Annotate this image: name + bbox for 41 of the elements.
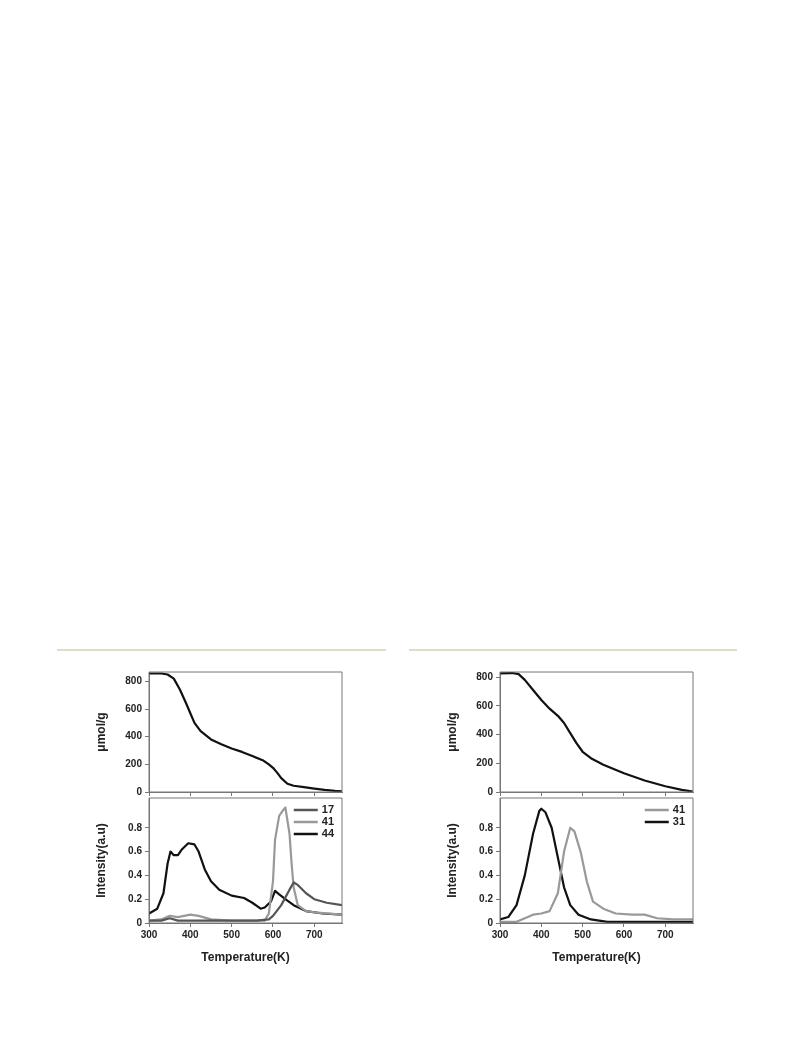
y-tick-label: 400: [125, 730, 143, 742]
y-axis-title: Intensity(a.u): [93, 823, 108, 898]
y-tick-label: 800: [125, 675, 143, 687]
y-tick-label: 0: [136, 916, 143, 928]
x-tick-label: 700: [305, 928, 324, 940]
y-axis-title: Intensity(a.u): [444, 823, 459, 898]
x-tick-label: 300: [491, 928, 509, 940]
legend-label: 44: [321, 827, 335, 840]
x-tick-label: 400: [532, 928, 551, 940]
x-axis-title: Temperature(K): [201, 950, 290, 965]
y-tick-label: 0.6: [479, 845, 494, 857]
y-axis-title: μmol/g: [444, 712, 459, 752]
legend-label: 31: [672, 815, 686, 828]
x-tick-label: 300: [140, 928, 158, 940]
x-tick-label: 600: [264, 928, 282, 940]
x-tick-label: 500: [574, 928, 592, 940]
y-tick-label: 200: [125, 758, 143, 770]
y-tick-label: 600: [476, 699, 494, 711]
y-tick-label: 400: [476, 728, 494, 740]
x-tick-label: 400: [181, 928, 200, 940]
y-tick-label: 800: [476, 670, 494, 682]
y-tick-label: 0.4: [128, 869, 143, 881]
y-tick-label: 600: [125, 702, 143, 714]
y-axis-title: μmol/g: [93, 712, 108, 752]
y-tick-label: 0.8: [128, 821, 143, 833]
y-tick-label: 0.2: [479, 892, 494, 904]
x-tick-label: 700: [656, 928, 675, 940]
y-tick-label: 0: [487, 916, 494, 928]
y-tick-label: 0.2: [128, 892, 143, 904]
x-tick-label: 600: [615, 928, 633, 940]
y-tick-label: 200: [476, 757, 494, 769]
legend-label: 41: [672, 803, 686, 816]
legend-label: 41: [321, 815, 335, 828]
x-tick-label: 500: [223, 928, 241, 940]
x-axis-title: Temperature(K): [552, 950, 641, 965]
y-tick-label: 0: [487, 785, 494, 797]
y-tick-label: 0: [136, 785, 143, 797]
y-tick-label: 0.4: [479, 869, 494, 881]
y-tick-label: 0.6: [128, 845, 143, 857]
legend-label: 17: [321, 803, 335, 816]
y-tick-label: 0.8: [479, 821, 494, 833]
